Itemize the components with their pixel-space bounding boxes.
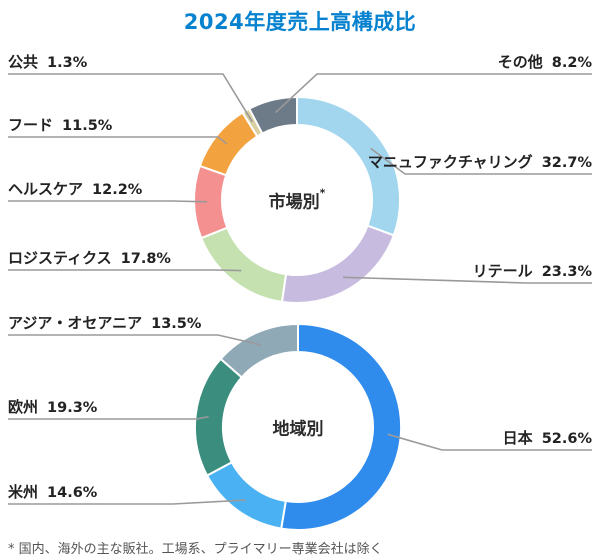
leader-line <box>8 415 209 420</box>
leader-line <box>8 269 242 272</box>
leader-line <box>274 73 592 114</box>
region-chart-center-label: 地域別 <box>273 415 324 440</box>
market-chart-center-label: 市場別* <box>269 188 326 213</box>
leader-line <box>8 73 253 123</box>
label-other: その他 8.2% <box>497 53 592 71</box>
donut-segment <box>205 460 287 530</box>
label-retail: リテール 23.3% <box>472 262 592 280</box>
donut-segment <box>247 95 298 135</box>
label-japan: 日本 52.6% <box>502 429 592 447</box>
label-logistics: ロジスティクス 17.8% <box>8 249 171 267</box>
donut-segment <box>280 224 396 305</box>
page-title: 2024年度売上高構成比 <box>183 10 417 34</box>
label-asia-oceania: アジア・オセアニア 13.5% <box>8 314 202 332</box>
donut-segment <box>200 226 288 304</box>
donut-segment <box>219 322 299 379</box>
leader-line <box>343 276 592 284</box>
footnote: * 国内、海外の主な販社。工場系、プライマリー専業会社は除く <box>8 542 383 557</box>
leader-line <box>8 200 208 203</box>
label-public: 公共 1.3% <box>8 53 88 71</box>
region-chart-title: 地域別 <box>272 419 324 440</box>
leader-line <box>387 433 592 451</box>
donut-segment <box>280 322 403 531</box>
leader-line <box>8 334 262 346</box>
market-chart-footnote-mark: * <box>319 186 326 200</box>
label-manufacturing: マニュファクチャリング 32.7% <box>367 153 592 171</box>
market-chart-title: 市場別 <box>268 192 320 213</box>
leader-line <box>8 136 228 145</box>
label-americas: 米州 14.6% <box>8 483 98 501</box>
leader-line <box>8 499 246 505</box>
label-food: フード 11.5% <box>8 116 113 134</box>
label-healthcare: ヘルスケア 12.2% <box>8 180 143 198</box>
label-europe: 欧州 19.3% <box>8 398 98 416</box>
leader-line <box>370 147 592 175</box>
